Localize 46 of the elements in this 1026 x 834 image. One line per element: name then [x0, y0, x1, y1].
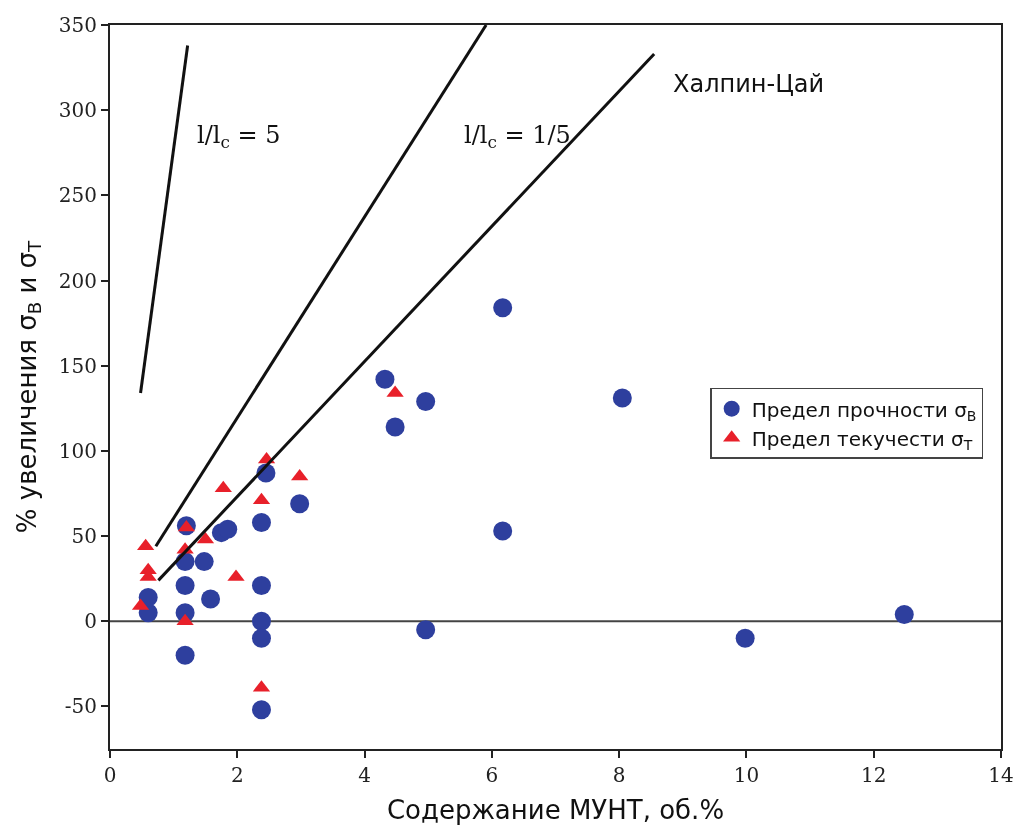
x-tick-label: 0: [103, 763, 117, 787]
point: [201, 589, 221, 609]
point: [416, 620, 436, 640]
x-axis-title: Содержание МУНТ, об.%: [386, 795, 725, 826]
point: [612, 388, 632, 408]
point: [385, 417, 405, 437]
point: [251, 512, 271, 532]
point: [251, 611, 271, 631]
annotation: l/l$_{c}$ = 1/5: [464, 121, 571, 153]
point: [493, 298, 513, 318]
point: [218, 519, 238, 539]
x-tick-label: 2: [230, 763, 244, 787]
point: [416, 391, 436, 411]
legend-label: Предел прочности σ$_{В}$: [751, 397, 977, 424]
x-tick-label: 14: [988, 763, 1014, 787]
y-tick-label: 150: [58, 353, 97, 378]
y-tick-label: 50: [71, 524, 97, 549]
point: [375, 369, 395, 389]
x-tick-label: 10: [733, 763, 760, 787]
y-tick-label: 250: [58, 183, 97, 208]
point: [214, 480, 232, 493]
y-tick-label: -50: [64, 694, 97, 719]
point: [735, 628, 755, 648]
y-tick-label: 0: [84, 609, 97, 634]
y-tick-label: 100: [58, 438, 97, 463]
point: [251, 628, 271, 648]
point: [138, 587, 158, 607]
x-tick-label: 4: [358, 763, 371, 787]
y-tick-label: 300: [58, 98, 97, 123]
point: [251, 700, 271, 720]
x-tick-label: 12: [860, 763, 887, 787]
point: [251, 575, 271, 595]
point: [175, 575, 195, 595]
point: [894, 604, 914, 624]
x-tick-label: 8: [612, 763, 626, 787]
annotation: Халпин-Цай: [673, 70, 825, 98]
y-tick-label: 350: [58, 13, 97, 37]
annotation: l/l$_{c}$ = 5: [197, 121, 281, 153]
point: [175, 645, 195, 665]
point: [290, 494, 310, 514]
point: [194, 552, 214, 572]
legend-label: Предел текучести σ$_{Т}$: [751, 426, 973, 453]
point: [291, 468, 309, 481]
x-tick-label: 6: [485, 763, 499, 787]
y-tick-label: 200: [58, 268, 97, 293]
point: [493, 521, 513, 541]
